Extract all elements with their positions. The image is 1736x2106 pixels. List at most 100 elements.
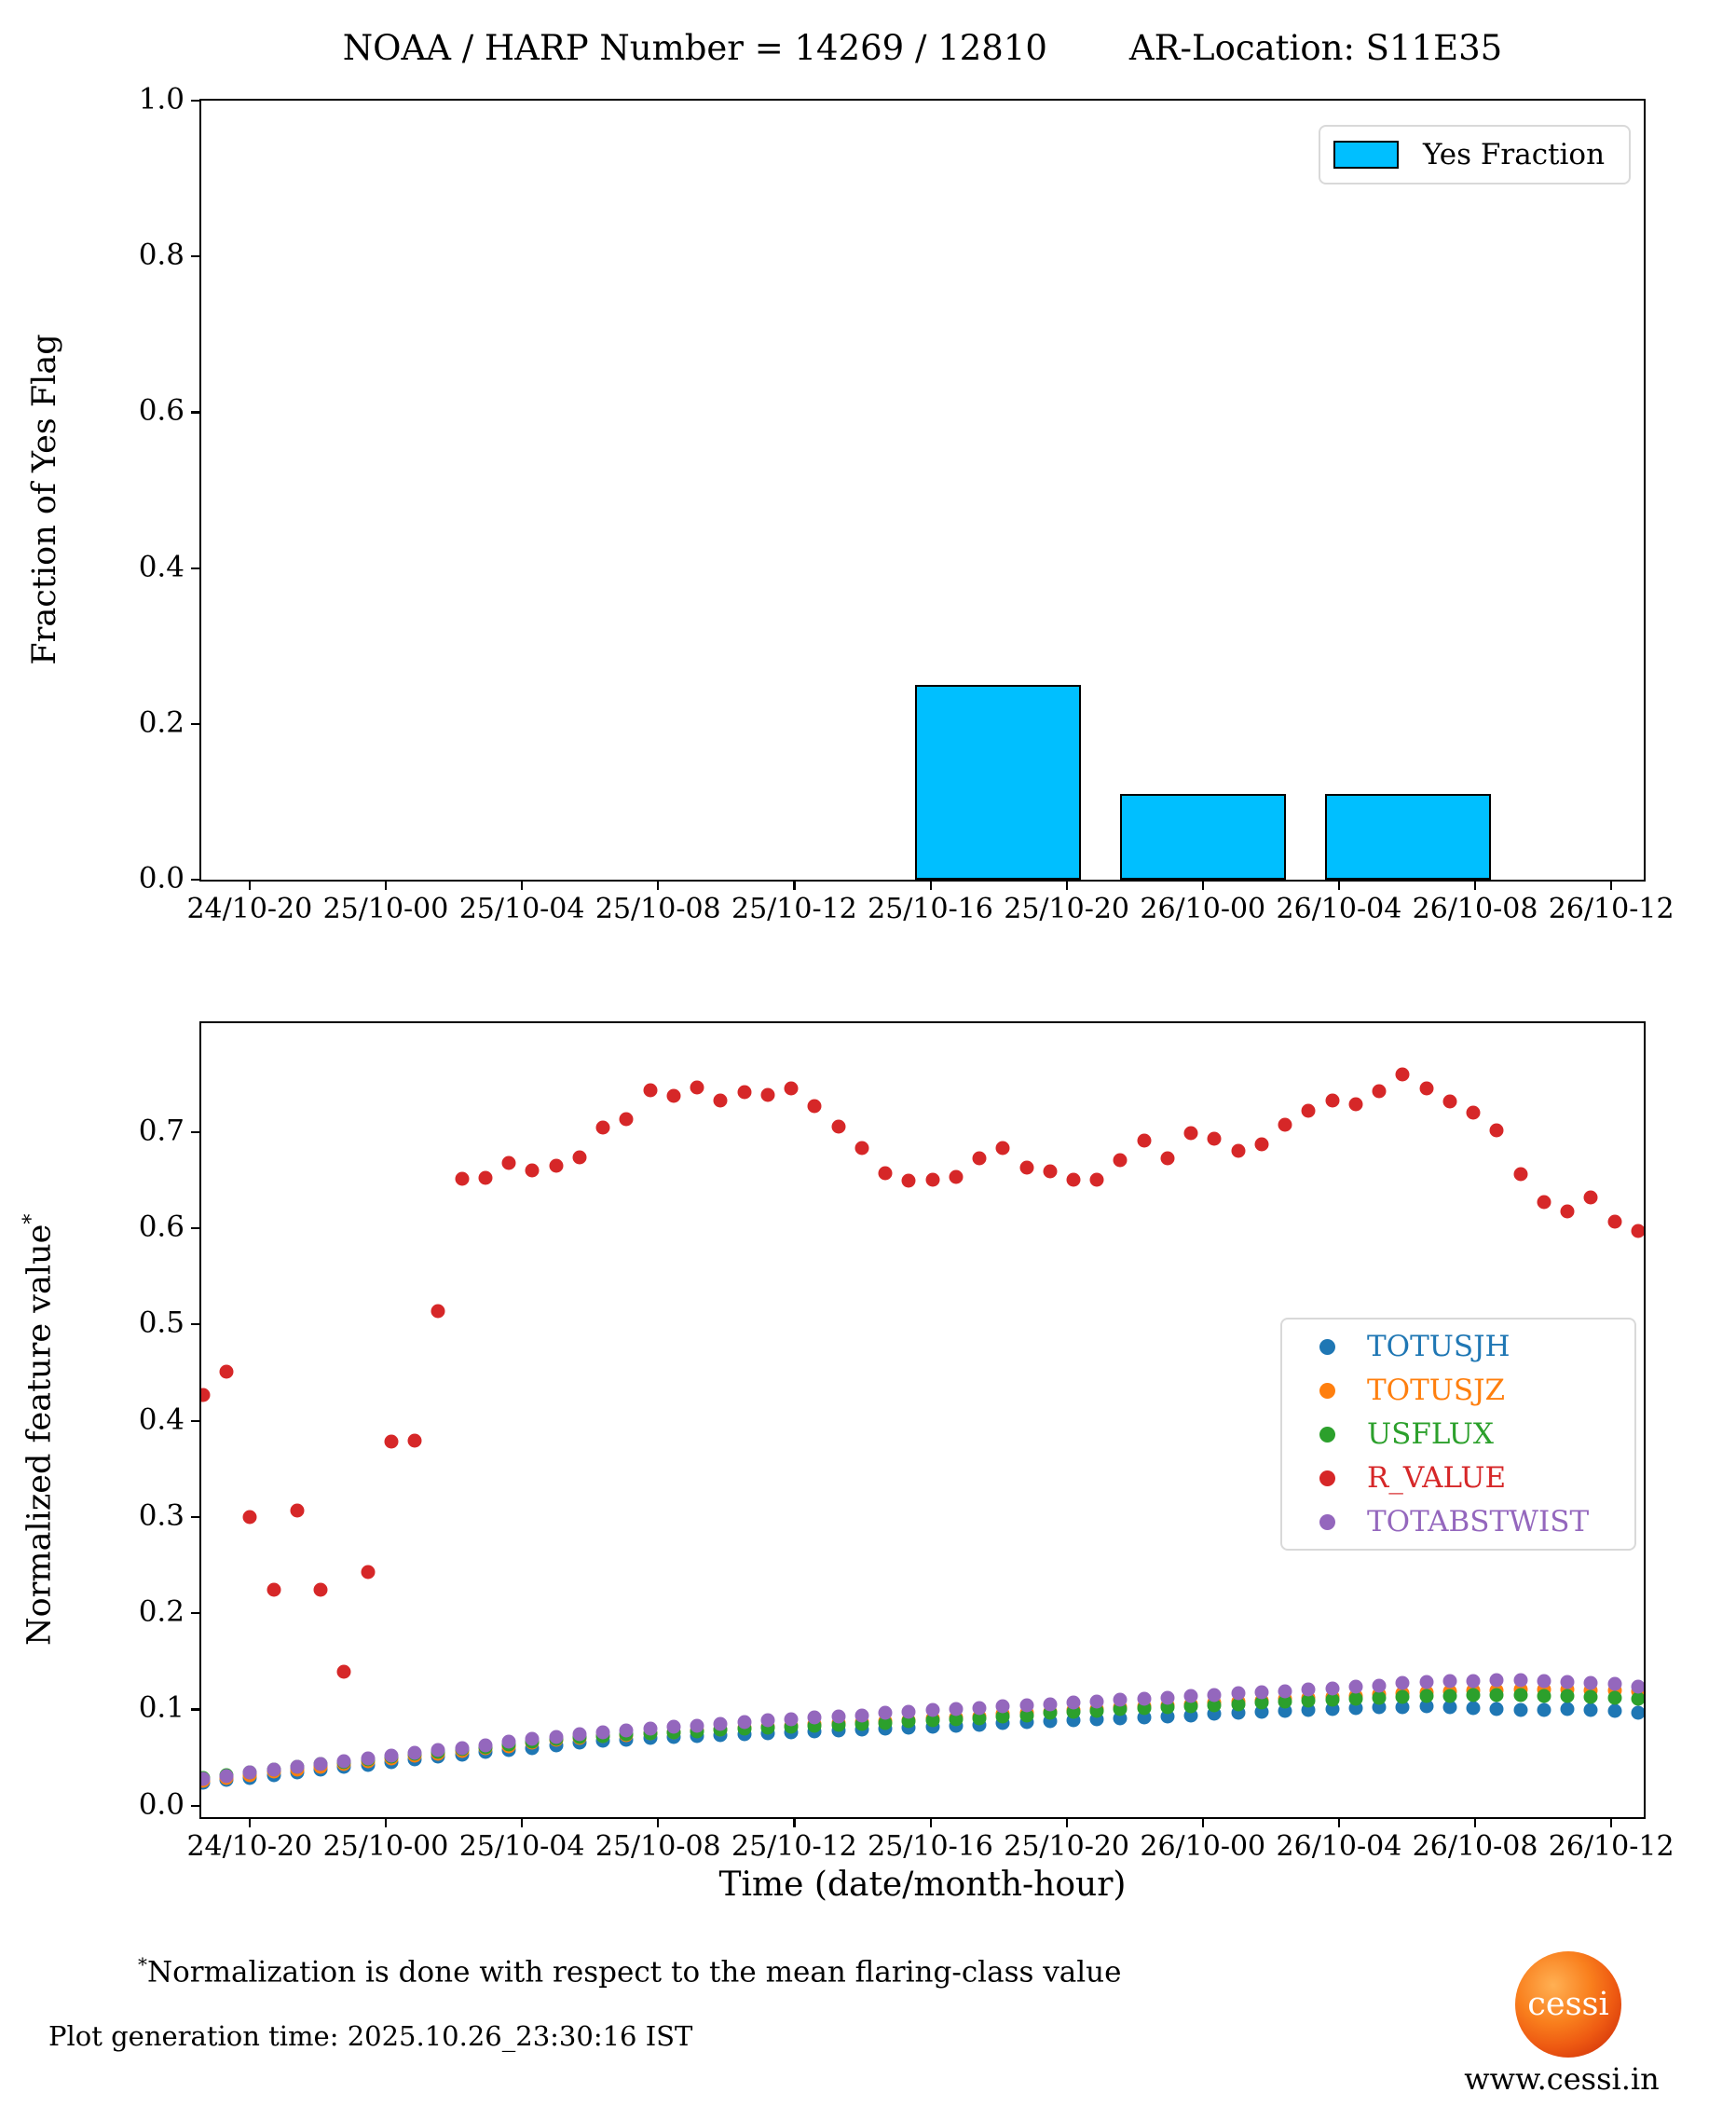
- x-tick-label: 25/10-08: [595, 1830, 721, 1863]
- y-tick: [191, 1226, 200, 1230]
- scatter-point-usflux: [1513, 1688, 1528, 1703]
- scatter-point-totabstwist: [949, 1702, 964, 1716]
- x-tick: [521, 1818, 524, 1827]
- y-tick: [191, 1323, 200, 1326]
- normalization-footnote: *Normalization is done with respect to t…: [138, 1953, 1121, 1989]
- x-tick-label: 25/10-00: [322, 1830, 449, 1863]
- title-noaa-harp: NOAA / HARP Number = 14269 / 12810: [342, 28, 1047, 68]
- x-tick: [384, 881, 388, 890]
- scatter-point-usflux: [1372, 1690, 1387, 1705]
- scatter-point-r_value: [1489, 1123, 1504, 1138]
- x-tick-label: 26/10-00: [1140, 1830, 1266, 1863]
- title-ar-location: AR-Location: S11E35: [1128, 28, 1503, 68]
- scatter-point-r_value: [972, 1151, 987, 1166]
- x-tick-label: 25/10-16: [868, 1830, 993, 1863]
- scatter-point-totabstwist: [501, 1734, 516, 1749]
- x-tick: [1337, 881, 1341, 890]
- scatter-point-usflux: [1489, 1688, 1504, 1703]
- scatter-point-r_value: [878, 1166, 893, 1181]
- bottom-chart-ylabel: Normalized feature value*: [21, 1187, 59, 1672]
- scatter-point-totusjh: [1513, 1703, 1528, 1717]
- scatter-point-totabstwist: [1419, 1675, 1434, 1689]
- scatter-point-totabstwist: [1183, 1689, 1198, 1703]
- x-tick-label: 25/10-00: [322, 893, 449, 925]
- x-tick: [1610, 881, 1613, 890]
- scatter-point-r_value: [713, 1093, 728, 1108]
- scatter-point-r_value: [1513, 1167, 1528, 1182]
- x-tick-label: 26/10-04: [1276, 893, 1402, 925]
- scatter-point-r_value: [901, 1173, 916, 1188]
- scatter-point-r_value: [549, 1158, 564, 1173]
- scatter-point-totabstwist: [1325, 1681, 1340, 1696]
- scatter-point-totabstwist: [737, 1715, 752, 1730]
- scatter-point-totusjh: [1560, 1702, 1575, 1716]
- x-tick: [929, 1818, 932, 1827]
- scatter-point-totabstwist: [455, 1741, 470, 1756]
- scatter-point-totabstwist: [1160, 1690, 1175, 1705]
- x-tick: [521, 881, 524, 890]
- scatter-point-r_value: [572, 1150, 587, 1165]
- y-tick: [191, 1419, 200, 1422]
- scatter-point-r_value: [1137, 1133, 1152, 1148]
- x-tick: [1065, 1818, 1068, 1827]
- y-tick: [191, 567, 200, 569]
- legend-label-r_value: R_VALUE: [1367, 1461, 1507, 1495]
- scatter-point-totabstwist: [1207, 1688, 1222, 1703]
- top-chart-ylabel: Fraction of Yes Flag: [26, 334, 63, 665]
- yes-fraction-legend: Yes Fraction: [1319, 125, 1631, 185]
- scatter-point-r_value: [313, 1582, 328, 1597]
- scatter-point-r_value: [201, 1388, 211, 1402]
- yes-fraction-plot-area: [201, 101, 1644, 880]
- yes-fraction-bar: [915, 685, 1082, 880]
- scatter-point-totabstwist: [219, 1769, 234, 1784]
- y-tick-label: 0.3: [138, 1498, 185, 1533]
- scatter-point-totabstwist: [760, 1713, 775, 1728]
- legend-label-usflux: USFLUX: [1367, 1417, 1494, 1451]
- x-tick: [248, 1818, 252, 1827]
- scatter-point-usflux: [1348, 1691, 1363, 1706]
- scatter-point-r_value: [1583, 1190, 1598, 1205]
- scatter-point-totabstwist: [1348, 1679, 1363, 1694]
- legend-marker-totusjh: [1319, 1338, 1335, 1355]
- y-tick-label: 0.0: [138, 861, 185, 896]
- scatter-point-r_value: [407, 1433, 422, 1448]
- scatter-point-totabstwist: [267, 1762, 281, 1777]
- scatter-point-r_value: [525, 1163, 540, 1178]
- scatter-point-r_value: [1066, 1172, 1081, 1187]
- x-tick: [657, 1818, 660, 1827]
- scatter-point-usflux: [1583, 1689, 1598, 1704]
- scatter-point-r_value: [1113, 1153, 1128, 1168]
- scatter-point-r_value: [807, 1099, 822, 1114]
- y-tick: [191, 1804, 200, 1807]
- legend-marker-usflux: [1319, 1426, 1335, 1443]
- scatter-point-totusjh: [1537, 1703, 1551, 1717]
- x-tick-label: 24/10-20: [186, 1830, 313, 1863]
- scatter-point-r_value: [1537, 1195, 1551, 1210]
- scatter-point-r_value: [619, 1112, 634, 1127]
- y-tick: [191, 879, 200, 882]
- scatter-point-usflux: [1278, 1694, 1292, 1709]
- y-tick: [191, 1612, 200, 1615]
- scatter-point-r_value: [995, 1141, 1010, 1156]
- y-tick-label: 0.6: [138, 1210, 185, 1244]
- scatter-point-totabstwist: [1137, 1691, 1152, 1706]
- scatter-point-totabstwist: [313, 1757, 328, 1771]
- legend-marker-totusjz: [1319, 1382, 1335, 1399]
- scatter-point-r_value: [1231, 1143, 1246, 1158]
- y-tick: [191, 722, 200, 725]
- scatter-point-totabstwist: [1583, 1675, 1598, 1690]
- scatter-point-totabstwist: [1254, 1685, 1269, 1700]
- scatter-point-r_value: [760, 1087, 775, 1102]
- scatter-point-totusjh: [1395, 1700, 1410, 1715]
- legend-item-totusjz: TOTUSJZ: [1319, 1374, 1634, 1407]
- scatter-point-r_value: [1325, 1093, 1340, 1108]
- x-tick: [1610, 1818, 1613, 1827]
- scatter-point-totabstwist: [995, 1699, 1010, 1714]
- x-tick: [657, 881, 660, 890]
- scatter-point-totabstwist: [201, 1771, 211, 1786]
- scatter-point-totabstwist: [1231, 1686, 1246, 1701]
- x-tick: [1201, 1818, 1204, 1827]
- scatter-point-totabstwist: [1043, 1697, 1058, 1712]
- legend-marker-totabstwist: [1319, 1513, 1335, 1530]
